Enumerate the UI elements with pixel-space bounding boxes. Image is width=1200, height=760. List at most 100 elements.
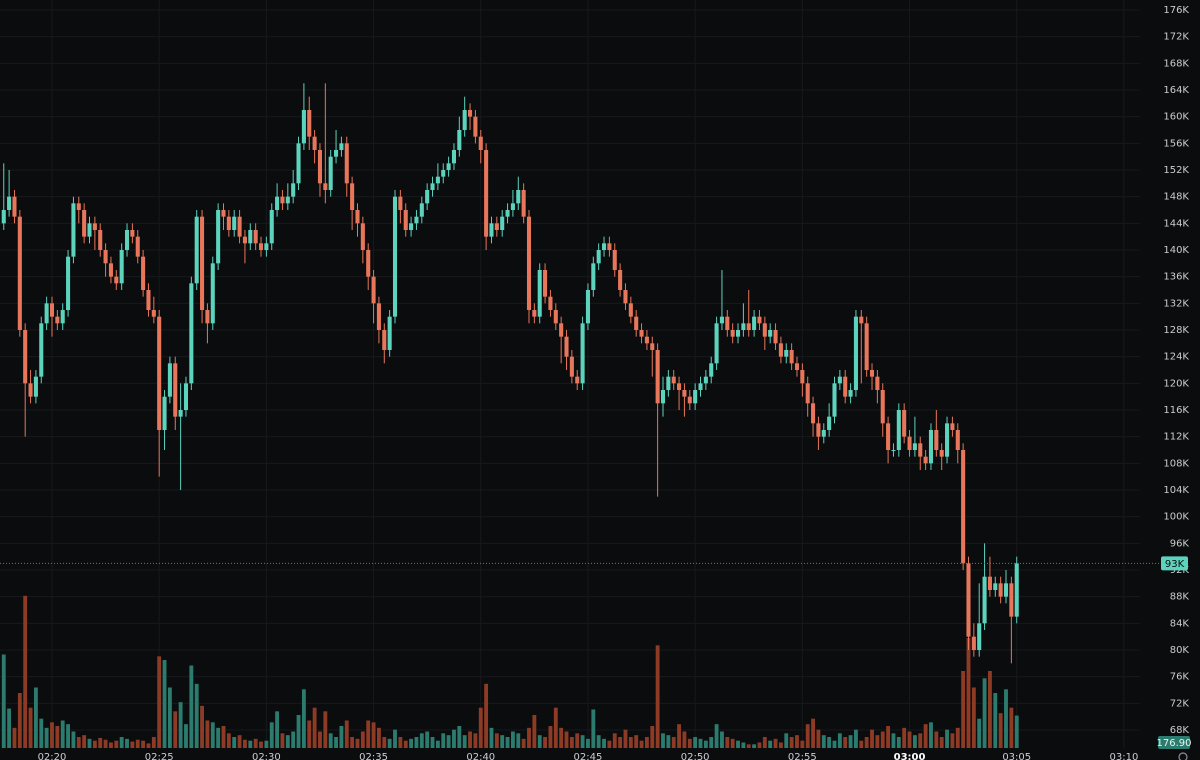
candle-body	[189, 283, 194, 384]
y-tick-label: 136K	[1163, 272, 1189, 283]
volume-bar	[425, 731, 430, 748]
volume-bar	[527, 727, 531, 748]
candle-body	[114, 276, 119, 284]
volume-bar	[816, 729, 821, 748]
volume-bar	[880, 731, 885, 748]
candle-body	[982, 576, 987, 624]
candle-body	[435, 176, 440, 184]
volume-bar	[896, 737, 901, 748]
candle-body	[194, 216, 199, 284]
volume-bar	[39, 718, 44, 748]
volume-bar	[693, 737, 698, 748]
volume-bar	[248, 740, 253, 748]
candle-body	[703, 376, 708, 384]
volume-bar	[532, 715, 537, 748]
volume-bar	[784, 733, 789, 748]
volume-bar	[666, 735, 671, 748]
volume-bar	[441, 733, 446, 748]
candle-body	[344, 143, 349, 184]
settings-gear[interactable]	[1178, 752, 1188, 760]
y-tick-label: 132K	[1163, 298, 1189, 309]
candle-body	[650, 343, 655, 350]
volume-bar	[275, 711, 280, 748]
candle-body	[296, 143, 301, 184]
candle-body	[307, 110, 312, 137]
volume-bar	[644, 737, 649, 748]
volume-bar	[510, 731, 515, 748]
volume-bar	[296, 715, 301, 748]
y-tick-label: 88K	[1170, 592, 1190, 603]
volume-bar	[355, 738, 360, 748]
volume-bar	[366, 720, 371, 748]
candle-body	[816, 423, 821, 437]
candle-body	[993, 583, 998, 590]
candle-body	[543, 270, 548, 297]
candle-body	[489, 223, 494, 237]
volume-bar	[757, 742, 762, 748]
volume-bar	[586, 738, 590, 748]
candle-body	[928, 430, 934, 464]
candle-body	[414, 216, 419, 224]
candle-body	[135, 236, 140, 257]
x-tick-label: 02:45	[574, 752, 603, 760]
volume-bar	[537, 735, 542, 748]
candle-body	[730, 330, 735, 337]
candle-body	[23, 330, 28, 384]
volume-bar	[344, 720, 349, 748]
candle-body	[532, 310, 537, 317]
candle-body	[912, 443, 917, 450]
y-tick-label: 76K	[1170, 672, 1190, 683]
volume-bar	[17, 693, 22, 748]
candle-body	[210, 263, 215, 324]
volume-bar	[848, 735, 853, 748]
volume-bar	[119, 737, 124, 748]
candle-body	[28, 383, 33, 397]
candle-body	[419, 203, 424, 217]
candle-body	[12, 196, 17, 217]
candle-body	[17, 216, 22, 330]
candle-body	[360, 223, 365, 250]
candle-body	[725, 316, 730, 330]
volume-bar	[82, 735, 87, 748]
candle-body	[280, 196, 285, 204]
y-tick-label: 84K	[1170, 618, 1190, 629]
volume-bar	[87, 738, 92, 748]
candle-body	[510, 203, 515, 210]
volume-bar	[23, 595, 28, 748]
candle-body	[1014, 563, 1019, 617]
candle-body	[441, 170, 446, 177]
settings-icon[interactable]	[1178, 752, 1188, 760]
candle-body	[350, 183, 355, 210]
volume-bar	[489, 727, 494, 748]
candle-body	[468, 110, 473, 117]
candle-body	[735, 330, 741, 337]
candle-body	[902, 410, 907, 437]
volume-bar	[33, 687, 38, 748]
candle-body	[258, 243, 264, 250]
volume-bar	[602, 738, 606, 748]
candle-body	[580, 323, 585, 384]
candle-body	[457, 130, 462, 150]
volume-bar	[891, 733, 896, 748]
price-pane	[1, 83, 1019, 664]
volume-bar	[237, 735, 242, 748]
y-tick-label: 148K	[1163, 192, 1189, 203]
volume-bar	[945, 729, 949, 748]
volume-bar	[543, 737, 548, 748]
volume-bar	[821, 735, 826, 748]
candle-body	[998, 583, 1003, 597]
candle-body	[853, 316, 858, 390]
candle-body	[178, 410, 183, 417]
volume-bar	[414, 737, 419, 748]
volume-bar	[768, 740, 773, 748]
candle-body	[709, 363, 714, 377]
volume-bar	[827, 737, 832, 748]
candle-body	[548, 296, 553, 310]
y-tick-label: 144K	[1163, 218, 1189, 229]
candle-body	[253, 230, 258, 244]
volume-bar	[318, 731, 322, 748]
volume-bar	[741, 742, 746, 748]
volume-bar	[462, 735, 467, 748]
candle-body	[494, 223, 499, 230]
